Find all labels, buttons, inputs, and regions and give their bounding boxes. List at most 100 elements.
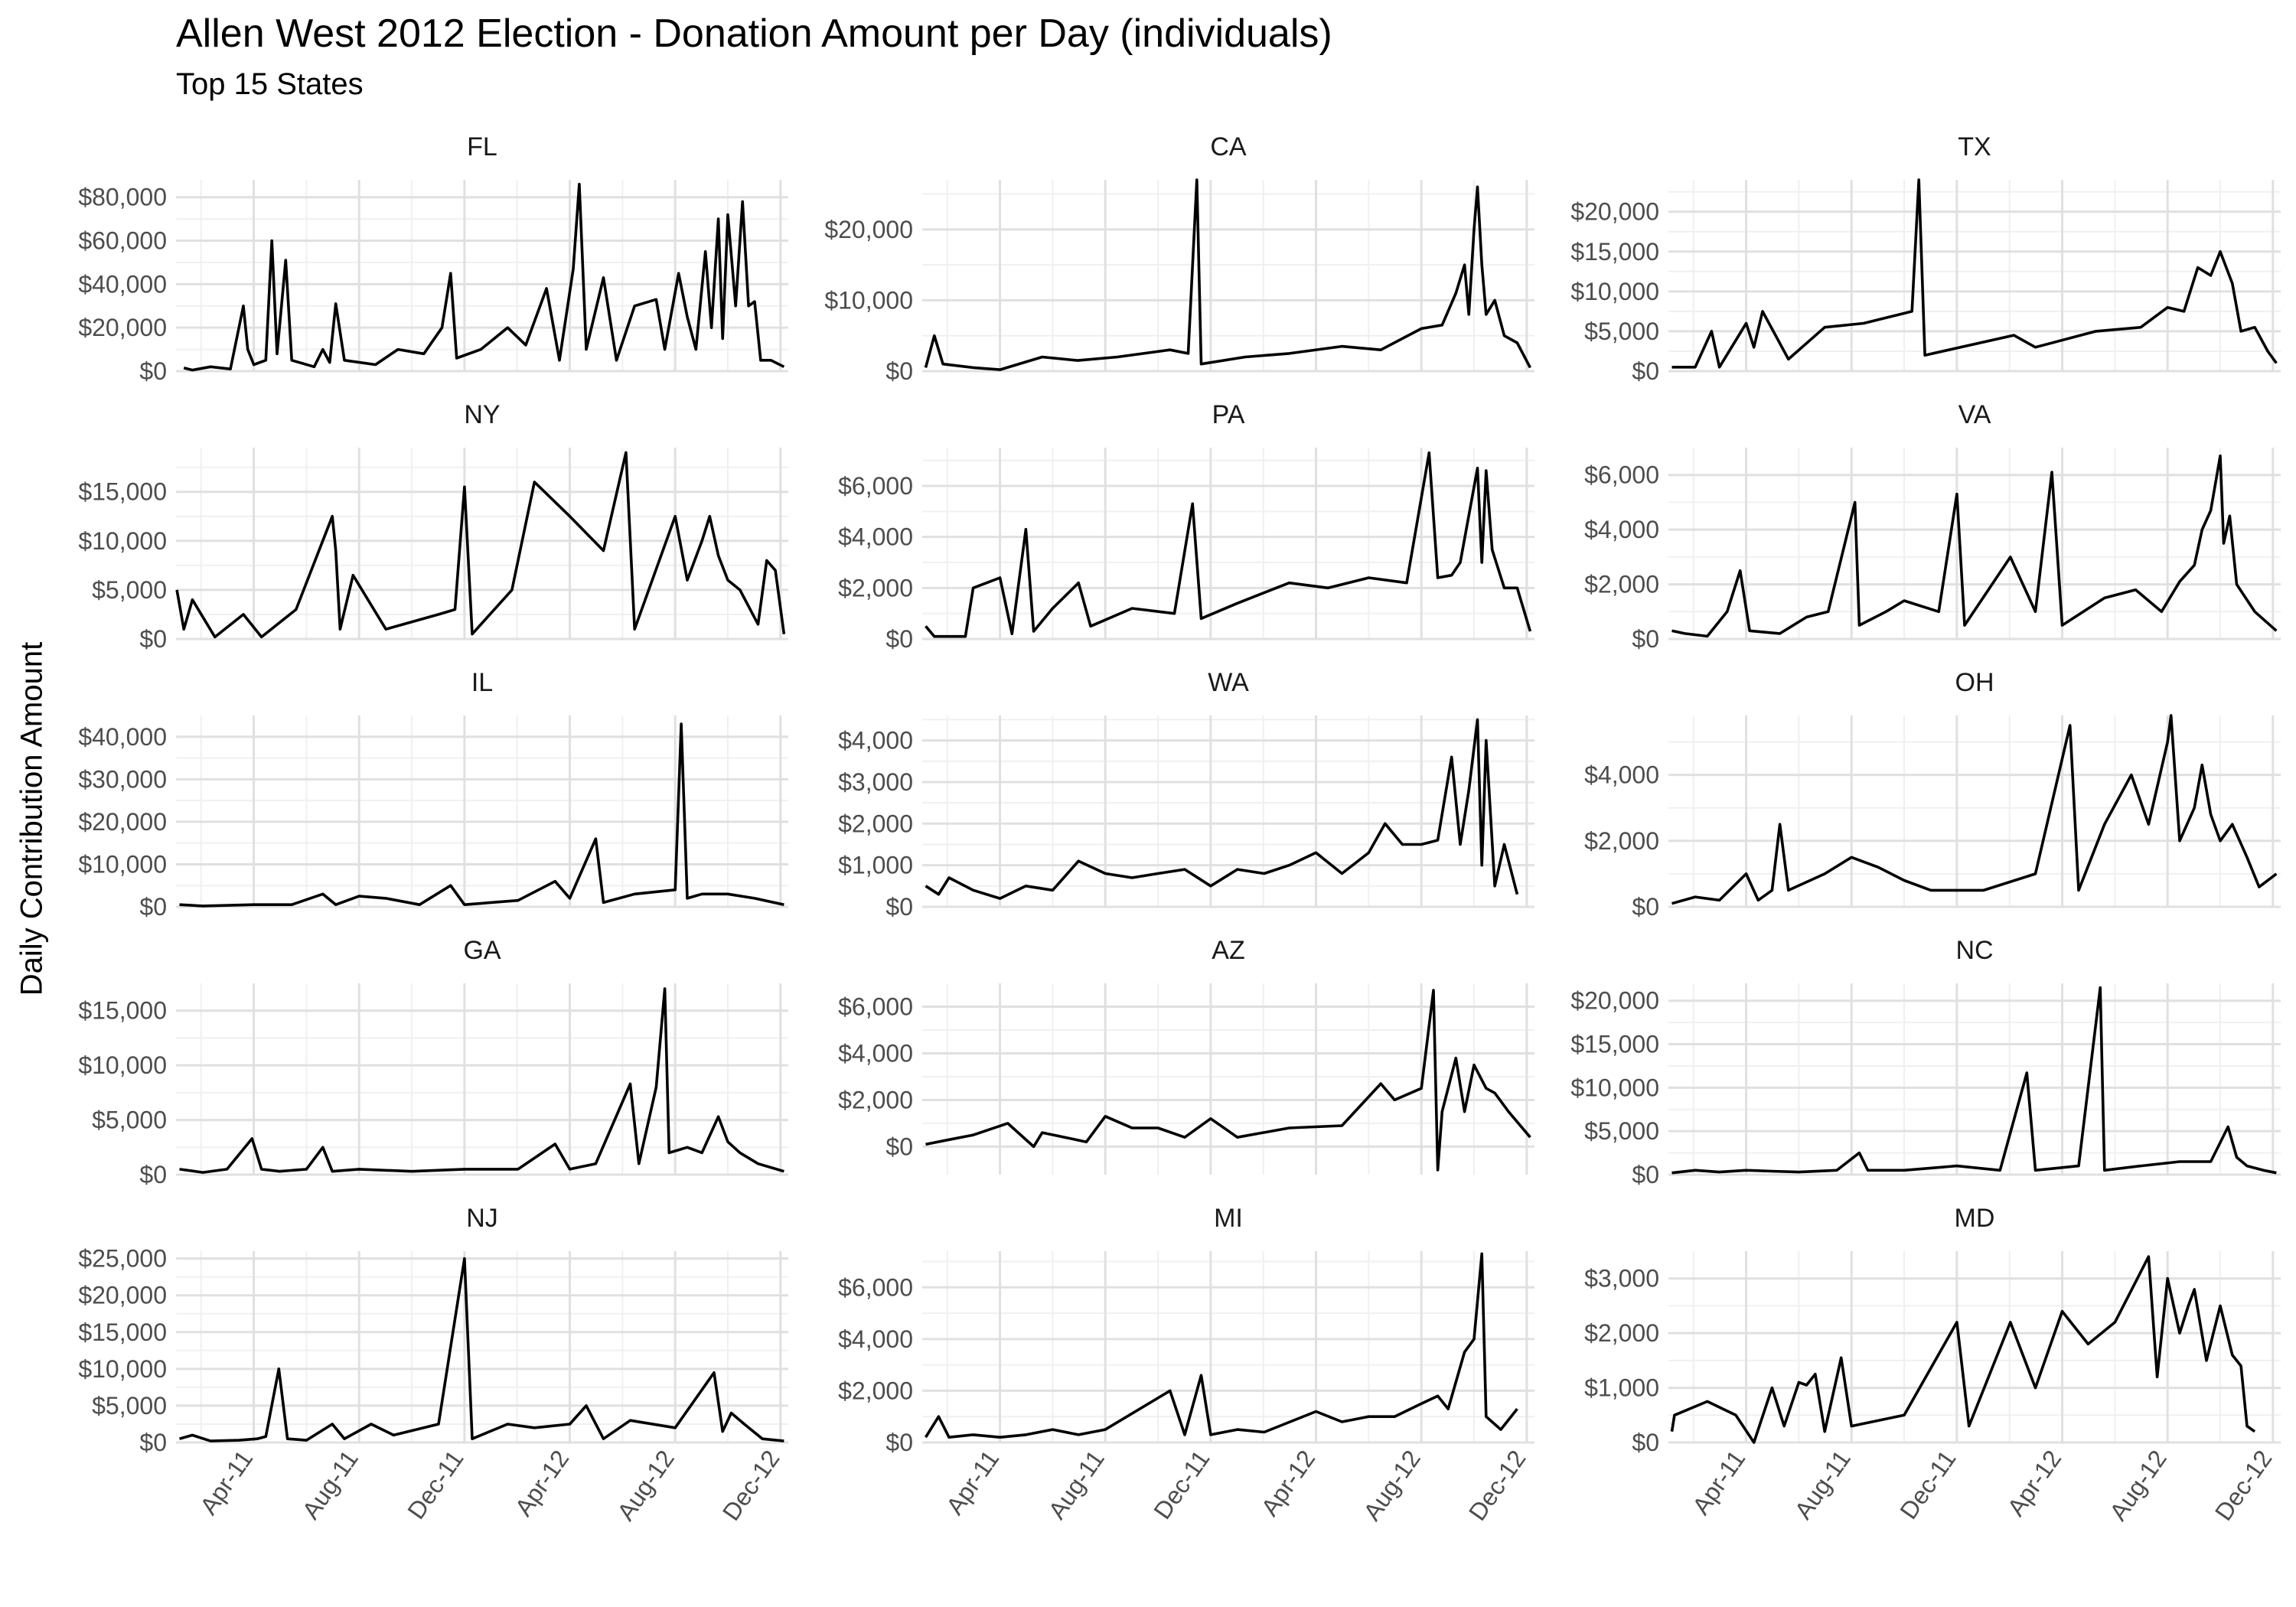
panel-ga: $0 $5,000 $10,000 $15,000 GA [78,936,788,1188]
y-tick-label: $10,000 [78,1355,167,1383]
facet-label-il: IL [471,668,493,697]
facet-label-md: MD [1955,1204,1995,1233]
y-tick-label: $3,000 [1584,1265,1659,1292]
facet-label-tx: TX [1958,132,1991,161]
y-tick-label: $20,000 [1570,198,1659,226]
x-tick-label: Aug-12 [2104,1445,2172,1525]
series-line-pa [925,451,1532,638]
series-line-md [1670,1255,2256,1444]
panel-ca: $0 $10,000 $20,000 CA [824,132,1534,385]
panel-md: $0 $1,000 $2,000 $3,000 MD [1584,1204,2281,1456]
series-line-az [925,989,1531,1172]
y-tick-label: $30,000 [78,765,167,793]
x-tick-label: Dec-12 [1463,1445,1531,1525]
y-tick-label: $0 [139,1161,167,1188]
facet-label-az: AZ [1212,936,1244,965]
series-line-il [179,722,784,908]
series-line-wa [925,718,1519,900]
series-line-mi [924,1252,1518,1439]
y-tick-label: $3,000 [838,768,913,796]
y-tick-label: $0 [1632,625,1659,653]
x-tick-label: Apr-11 [194,1445,258,1519]
y-tick-label: $15,000 [78,997,167,1025]
facet-label-ga: GA [463,936,501,965]
y-tick-label: $6,000 [838,993,913,1020]
y-tick-label: $10,000 [1570,278,1659,305]
facet-label-wa: WA [1208,668,1249,697]
panel-mi: $0 $2,000 $4,000 $6,000 MI [838,1204,1534,1456]
y-tick-label: $0 [1632,893,1659,921]
x-tick-label: Aug-12 [1358,1445,1426,1525]
y-tick-label: $0 [1632,1429,1659,1456]
y-tick-label: $25,000 [78,1245,167,1273]
y-tick-label: $40,000 [78,723,167,751]
y-tick-label: $60,000 [78,227,167,255]
y-tick-label: $0 [139,893,167,921]
y-tick-label: $0 [139,625,167,653]
y-tick-label: $10,000 [1570,1074,1659,1101]
facet-label-va: VA [1958,400,1991,429]
x-tick-label: Dec-11 [1148,1445,1215,1524]
series-line-fl [183,182,785,372]
y-tick-label: $10,000 [824,286,913,314]
y-tick-label: $4,000 [1584,516,1659,543]
x-tick-label: Aug-11 [1789,1445,1856,1524]
y-tick-label: $0 [885,357,913,385]
x-tick-label: Apr-11 [1687,1445,1750,1519]
y-tick-label: $1,000 [1584,1374,1659,1402]
y-tick-label: $5,000 [92,1392,167,1420]
x-tick-label: Dec-11 [1894,1445,1961,1524]
facet-label-ca: CA [1210,132,1247,161]
y-tick-label: $20,000 [1570,987,1659,1015]
x-tick-label: Apr-12 [510,1445,575,1521]
y-tick-label: $2,000 [1584,827,1659,855]
y-tick-label: $0 [139,1429,167,1456]
y-tick-label: $10,000 [78,850,167,878]
chart-subtitle: Top 15 States [176,67,364,101]
x-tick-label: Aug-11 [1043,1445,1110,1524]
y-tick-label: $6,000 [838,1273,913,1301]
x-tick-label: Aug-11 [297,1445,364,1524]
panel-fl: $0 $20,000 $40,000 $60,000 $80,000 FL [78,132,788,385]
y-tick-label: $4,000 [838,1325,913,1353]
y-tick-label: $5,000 [92,1107,167,1134]
x-tick-label: Dec-12 [2210,1445,2278,1525]
panel-wa: $0 $1,000 $2,000 $3,000 $4,000 WA [838,668,1534,921]
panel-ny: $0 $5,000 $10,000 $15,000 NY [78,400,788,653]
y-tick-label: $4,000 [838,1039,913,1067]
panel-va: $0 $2,000 $4,000 $6,000 VA [1584,400,2281,653]
y-tick-label: $1,000 [838,852,913,879]
panel-az: $0 $2,000 $4,000 $6,000 AZ [838,936,1534,1175]
y-tick-label: $15,000 [1570,238,1659,266]
y-tick-label: $10,000 [78,527,167,555]
facet-label-pa: PA [1212,400,1245,429]
x-tick-label: Aug-12 [612,1445,680,1525]
series-line-ca [924,178,1531,371]
y-tick-label: $4,000 [1584,761,1659,789]
y-tick-label: $15,000 [1570,1031,1659,1058]
y-tick-label: $20,000 [78,1282,167,1309]
y-tick-label: $6,000 [1584,461,1659,489]
x-tick-label: Dec-12 [717,1445,785,1525]
panel-nj: $0 $5,000 $10,000 $15,000 $20,000 $25,000 NJ [78,1204,788,1456]
chart-title: Allen West 2012 Election - Donation Amou… [176,11,1332,56]
y-tick-label: $5,000 [1584,318,1659,345]
y-tick-label: $40,000 [78,270,167,298]
panel-pa: $0 $2,000 $4,000 $6,000 PA [838,400,1534,653]
y-tick-label: $6,000 [838,472,913,500]
y-tick-label: $2,000 [838,810,913,837]
y-tick-label: $2,000 [838,574,913,601]
y-tick-label: $0 [1632,1161,1659,1188]
series-line-tx [1671,178,2278,369]
panel-tx: $0 $5,000 $10,000 $15,000 $20,000 TX [1570,132,2281,385]
y-tick-label: $5,000 [92,576,167,604]
y-tick-label: $4,000 [838,727,913,755]
y-tick-label: $0 [885,625,913,653]
y-tick-label: $20,000 [824,216,913,243]
series-line-oh [1671,714,2278,905]
y-tick-label: $15,000 [78,478,167,506]
panel-il: $0 $10,000 $20,000 $30,000 $40,000 IL [78,668,788,921]
y-tick-label: $0 [1632,357,1659,385]
series-line-nj [179,1257,784,1442]
